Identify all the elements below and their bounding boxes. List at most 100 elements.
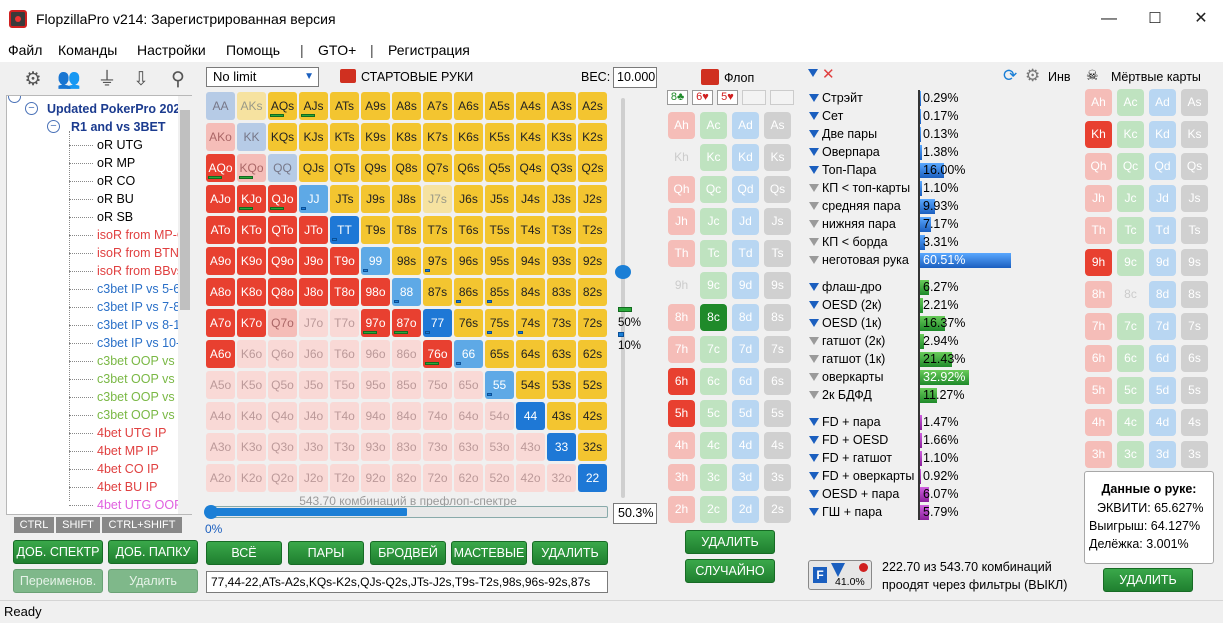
dead-card[interactable]: Qd [1149,153,1176,180]
pairs-button[interactable]: ПАРЫ [288,541,364,565]
suited-button[interactable]: МАСТЕВЫЕ [451,541,527,565]
hand-cell[interactable]: Q2o [268,464,297,492]
hand-cell[interactable]: 95o [361,371,390,399]
hand-cell[interactable]: T7o [330,309,359,337]
hand-cell[interactable]: 65o [454,371,483,399]
hand-cell[interactable]: J7s [423,185,452,213]
hand-cell[interactable]: 97o [361,309,390,337]
hand-cell[interactable]: J5s [485,185,514,213]
close-button[interactable]: ✕ [1194,10,1208,27]
hand-cell[interactable]: 62o [454,464,483,492]
hand-cell[interactable]: K5s [485,123,514,151]
hand-cell[interactable]: K9o [237,247,266,275]
dead-card[interactable]: 8s [1181,281,1208,308]
filter-icon[interactable] [809,184,819,192]
hand-cell[interactable]: T4o [330,402,359,430]
tree-item[interactable]: c3bet OOP vs 12 [69,407,191,423]
filter-icon[interactable] [809,94,819,102]
dead-card[interactable]: Qc [1117,153,1144,180]
dead-card[interactable]: 9s [1181,249,1208,276]
hand-cell[interactable]: A6s [454,92,483,120]
tree-item[interactable]: 4bet UTG IP [69,425,166,441]
dead-card[interactable]: 7s [1181,313,1208,340]
hand-cell[interactable]: 83o [392,433,421,461]
tree-item[interactable]: 4bet CO IP [69,461,159,477]
flop-card-option[interactable]: 5d [732,400,759,427]
collapse-icon[interactable]: − [25,102,38,115]
maximize-button[interactable]: ☐ [1148,10,1162,27]
add-folder-button[interactable]: ДОБ. ПАПКУ [108,540,198,564]
hand-cell[interactable]: AA [206,92,235,120]
hand-cell[interactable]: 76s [454,309,483,337]
hand-cell[interactable]: K8o [237,278,266,306]
hand-cell[interactable]: 87s [423,278,452,306]
percent-input[interactable]: 50.3% [613,503,657,524]
tree-item[interactable]: isoR from BBvsS [69,263,191,279]
dead-card[interactable]: 8h [1085,281,1112,308]
hand-cell[interactable]: 44 [516,402,545,430]
hand-cell[interactable]: J9o [299,247,328,275]
flop-card-option[interactable]: 2h [668,496,695,523]
flop-card-3[interactable]: 5♥ [717,90,738,105]
hand-cell[interactable]: 73s [547,309,576,337]
tree-item[interactable]: 4bet BU IP [69,479,157,495]
flop-card-option[interactable]: 5c [700,400,727,427]
hand-cell[interactable]: 77 [423,309,452,337]
flop-card-option[interactable]: Kd [732,144,759,171]
dead-card[interactable]: Qs [1181,153,1208,180]
filter-icon[interactable] [809,373,819,381]
hand-cell[interactable]: J8s [392,185,421,213]
flop-card-option[interactable]: Qc [700,176,727,203]
filter-icon[interactable] [809,301,819,309]
hand-cell[interactable]: 98o [361,278,390,306]
hand-cell[interactable]: 93s [547,247,576,275]
hand-cell[interactable]: 94o [361,402,390,430]
hand-cell[interactable]: QTs [330,154,359,182]
flop-card-option[interactable]: 6d [732,368,759,395]
hand-cell[interactable]: 92s [578,247,607,275]
tree-item[interactable]: oR UTG [69,137,143,153]
flop-card-option[interactable]: Ad [732,112,759,139]
hand-cell[interactable]: 75o [423,371,452,399]
hand-cell[interactable]: A9o [206,247,235,275]
hand-cell[interactable]: KTo [237,216,266,244]
dead-card[interactable]: Ah [1085,89,1112,116]
flop-card-option[interactable]: Jh [668,208,695,235]
filter-icon[interactable] [809,148,819,156]
hand-cell[interactable]: T2o [330,464,359,492]
stat-label[interactable]: Сет [822,109,844,123]
hand-cell[interactable]: 96o [361,340,390,368]
hand-cell[interactable]: A4o [206,402,235,430]
hand-cell[interactable]: AKo [206,123,235,151]
hand-cell[interactable]: T4s [516,216,545,244]
delete-folder-button[interactable]: Удалить [108,569,198,593]
dead-card[interactable]: Ac [1117,89,1144,116]
users-icon[interactable]: 👥 [57,69,81,90]
hand-cell[interactable]: K7o [237,309,266,337]
weight-slider-knob[interactable] [615,265,631,279]
flop-card-option[interactable]: Qd [732,176,759,203]
hand-cell[interactable]: Q3o [268,433,297,461]
hand-cell[interactable]: 53o [485,433,514,461]
flop-card-option[interactable]: 4d [732,432,759,459]
filter-icon[interactable] [809,319,819,327]
tree-item[interactable]: oR BU [69,191,134,207]
hand-cell[interactable]: Q9o [268,247,297,275]
flop-card-option[interactable]: 4h [668,432,695,459]
menu-registration[interactable]: Регистрация [388,42,470,58]
hand-cell[interactable]: 73o [423,433,452,461]
hand-cell[interactable]: 86s [454,278,483,306]
stat-label[interactable]: гатшот (2к) [822,334,886,348]
weight-slider[interactable] [621,98,625,498]
hand-cell[interactable]: KQo [237,154,266,182]
hand-cell[interactable]: K2o [237,464,266,492]
hand-cell[interactable]: 76o [423,340,452,368]
dead-card[interactable]: 6s [1181,345,1208,372]
dead-card[interactable]: 8d [1149,281,1176,308]
stat-label[interactable]: FD + гатшот [822,451,893,465]
dead-card[interactable]: Ad [1149,89,1176,116]
stat-label[interactable]: флаш-дро [822,280,882,294]
hand-cell[interactable]: JTo [299,216,328,244]
flop-card-option[interactable]: 9h [668,272,695,299]
filter-icon[interactable] [809,337,819,345]
